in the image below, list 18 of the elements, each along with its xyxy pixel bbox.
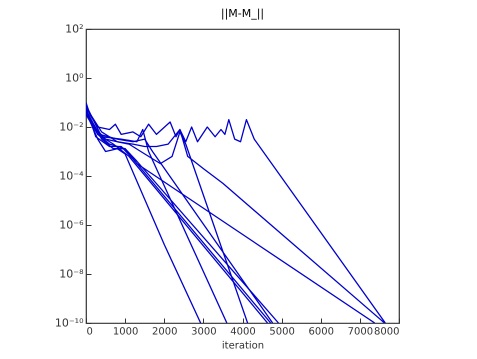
chart-title: ||M-M_|| bbox=[220, 7, 264, 20]
x-tick-label: 3000 bbox=[191, 326, 217, 338]
y-tick-label: 10⁻¹⁰ bbox=[54, 316, 84, 330]
y-tick-label: 10⁻⁶ bbox=[59, 218, 84, 232]
x-tick-label: 2000 bbox=[152, 326, 178, 338]
x-tick-label: 5000 bbox=[269, 326, 295, 338]
x-tick-label: 0 bbox=[86, 326, 93, 338]
y-tick-label: 10⁰ bbox=[65, 72, 84, 84]
y-tick-label: 10⁻² bbox=[59, 120, 84, 134]
x-axis-title: iteration bbox=[222, 340, 264, 352]
y-tick-label: 10⁻⁸ bbox=[59, 268, 84, 280]
y-tick-label: 10² bbox=[65, 22, 84, 36]
y-tick-label: 10⁻⁴ bbox=[59, 170, 84, 182]
x-tick-label: 7000 bbox=[348, 326, 374, 338]
x-tick-label: 6000 bbox=[308, 326, 334, 338]
x-tick-label: 8000 bbox=[374, 326, 400, 338]
x-tick-label: 1000 bbox=[112, 326, 138, 338]
x-tick-label: 4000 bbox=[230, 326, 256, 338]
